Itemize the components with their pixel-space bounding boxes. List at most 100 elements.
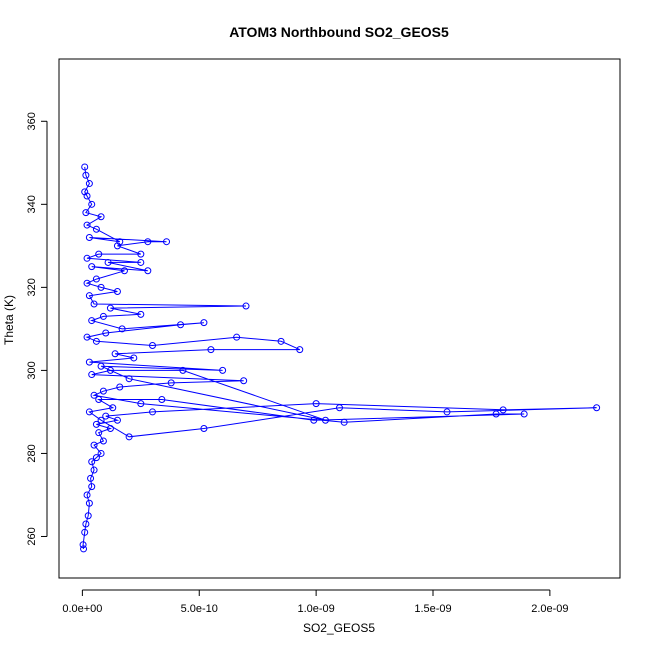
y-tick-label: 320 [26,278,38,296]
data-point [81,163,89,171]
data-point [85,358,93,366]
data-point [92,337,100,345]
data-point [163,238,171,246]
data-point [85,180,93,188]
data-point [79,541,87,549]
data-point [109,404,117,412]
x-tick-label: 2.0e-09 [531,603,568,615]
data-point [144,238,152,246]
data-point [88,317,96,325]
data-point [88,458,96,466]
data-point [92,275,100,283]
data-point [167,379,175,387]
x-axis-label: SO2_GEOS5 [303,621,375,635]
data-point [85,408,93,416]
data-point [149,408,156,416]
data-point [179,366,187,374]
data-point [83,221,91,229]
data-point [312,400,320,408]
data-point [200,319,208,327]
data-point [149,341,156,349]
data-point [207,346,215,354]
y-tick-label: 300 [26,361,38,379]
data-point [321,416,329,424]
data-point [85,292,93,300]
x-tick-label: 5.0e-10 [181,603,218,615]
data-point [106,304,114,312]
data-point [90,441,98,449]
data-point [87,474,95,482]
data-point [95,395,103,403]
data-point [296,346,304,354]
data-point [499,406,507,414]
data-point [97,416,105,424]
data-point [99,437,107,445]
data-point [106,425,114,433]
data-point [90,391,98,399]
y-axis: 260 280 300 320 340 360 [26,112,48,546]
data-point [113,416,121,424]
data-point [102,412,110,420]
data-point [130,354,138,362]
data-point [102,329,110,337]
data-point [520,410,528,418]
data-point [90,466,98,474]
data-point [158,395,166,403]
data-point [593,404,601,412]
data-point [83,279,91,287]
plot-frame [58,58,621,579]
y-tick-label: 260 [26,527,38,545]
data-point [85,234,93,242]
x-axis: 0.0e+00 5.0e-10 1.0e-09 1.5e-09 2.0e-09 [62,589,569,615]
data-point [82,520,90,528]
x-tick-label: 1.0e-09 [297,603,334,615]
series-line [82,166,597,549]
data-point [277,337,285,345]
data-point [82,171,90,179]
data-point [233,333,241,341]
data-point [492,410,500,418]
data-point [97,362,105,370]
data-point [95,429,103,437]
data-point [177,321,185,329]
data-point [144,267,152,275]
data-point [116,238,124,246]
data-point [82,209,90,217]
x-tick-label: 0.0e+00 [62,603,102,615]
data-point [200,425,208,433]
data-point [88,371,96,379]
data-point [81,528,89,536]
data-point [125,433,133,441]
data-point [80,545,88,553]
data-point [336,404,343,412]
data-point [219,366,227,374]
data-point [113,288,121,296]
data-point [88,263,96,271]
data-point [443,408,451,416]
data-point [97,213,105,221]
x-tick-label: 1.5e-09 [414,603,451,615]
data-point [84,512,92,520]
data-point [85,499,93,507]
data-point [240,377,248,385]
data-point [97,283,105,291]
data-point [125,375,133,383]
y-tick-label: 340 [26,195,38,213]
data-point [118,325,126,333]
data-point [99,387,107,395]
data-point [92,420,100,428]
data-point [116,383,124,391]
data-point [83,491,91,499]
y-axis-label: Theta (K) [2,295,16,345]
data-point [111,350,119,358]
data-point [242,302,250,310]
data-point [95,250,103,258]
data-point [83,333,91,341]
y-tick-label: 360 [26,112,38,130]
data-point [90,300,98,308]
data-point [83,254,91,262]
data-point [99,312,107,320]
data-point [340,418,348,426]
data-point [92,225,100,233]
